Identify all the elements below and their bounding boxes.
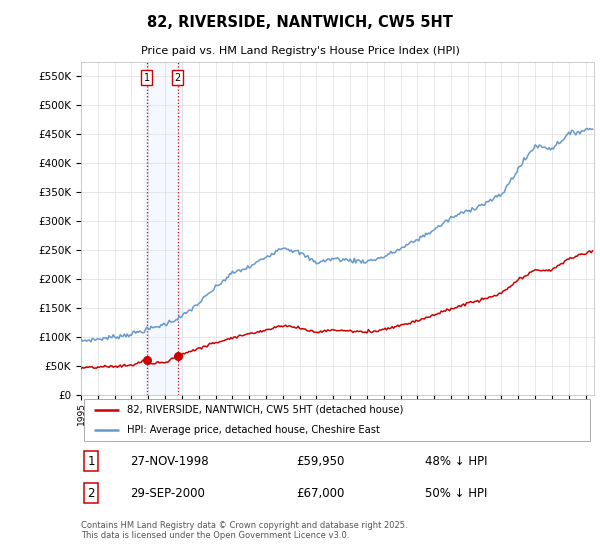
Text: 29-SEP-2000: 29-SEP-2000 [130,487,205,500]
Text: 1: 1 [88,455,95,468]
Text: 82, RIVERSIDE, NANTWICH, CW5 5HT: 82, RIVERSIDE, NANTWICH, CW5 5HT [147,15,453,30]
Text: 2: 2 [175,73,181,83]
Text: Price paid vs. HM Land Registry's House Price Index (HPI): Price paid vs. HM Land Registry's House … [140,46,460,57]
Text: Contains HM Land Registry data © Crown copyright and database right 2025.
This d: Contains HM Land Registry data © Crown c… [81,521,407,540]
Text: £59,950: £59,950 [296,455,345,468]
Text: 2: 2 [88,487,95,500]
Text: HPI: Average price, detached house, Cheshire East: HPI: Average price, detached house, Ches… [127,425,380,435]
Text: 48% ↓ HPI: 48% ↓ HPI [425,455,487,468]
Text: 27-NOV-1998: 27-NOV-1998 [130,455,208,468]
Text: £67,000: £67,000 [296,487,345,500]
Bar [145,62,182,395]
Text: 50% ↓ HPI: 50% ↓ HPI [425,487,487,500]
FancyBboxPatch shape [83,399,590,441]
Text: 82, RIVERSIDE, NANTWICH, CW5 5HT (detached house): 82, RIVERSIDE, NANTWICH, CW5 5HT (detach… [127,405,404,415]
Text: 1: 1 [144,73,150,83]
